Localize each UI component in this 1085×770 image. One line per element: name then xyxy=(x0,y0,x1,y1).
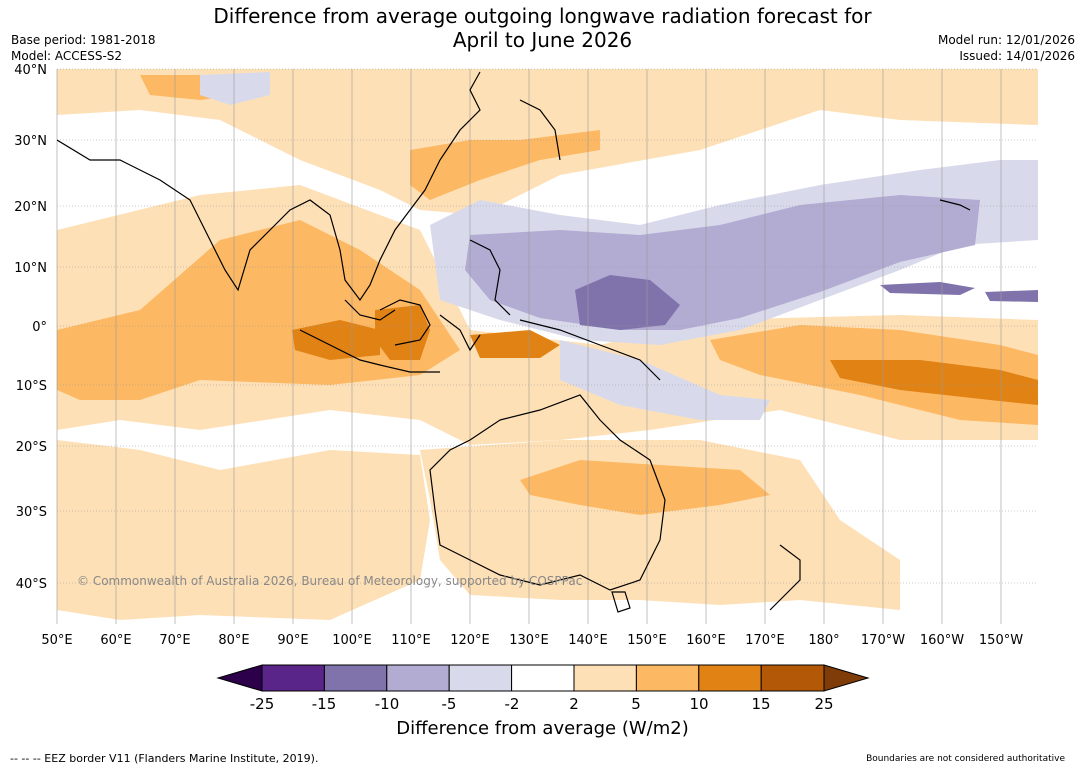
model-run: Model run: 12/01/2026 xyxy=(937,33,1075,47)
lon-label: 60°E xyxy=(100,633,131,648)
colorbar-swatch xyxy=(635,664,700,692)
colorbar-swatch xyxy=(511,664,575,692)
anomaly-field xyxy=(57,69,1038,624)
lon-label: 120°E xyxy=(450,633,490,648)
lon-label: 150°E xyxy=(627,633,667,648)
colorbar-ticks: -25 -15 -10 -5 -2 2 5 10 15 25 xyxy=(250,695,834,713)
colorbar-swatch xyxy=(323,664,388,692)
lon-labels: 50°E 60°E 70°E 80°E 90°E 100°E 110°E 120… xyxy=(41,633,1023,648)
colorbar-under-arrow xyxy=(216,664,263,692)
colorbar-tick: 5 xyxy=(631,695,641,713)
colorbar-swatch xyxy=(448,664,513,692)
lon-label: 160°E xyxy=(686,633,726,648)
colorbar-over-arrow xyxy=(823,664,870,692)
lon-label: 100°E xyxy=(332,633,372,648)
eez-note: -- -- -- EEZ border V11 (Flanders Marine… xyxy=(10,752,319,765)
colorbar-tick: 2 xyxy=(569,695,579,713)
meta-right: Model run: 12/01/2026 Issued: 14/01/2026 xyxy=(938,32,1075,64)
colorbar-swatch xyxy=(698,664,762,692)
colorbar-swatch xyxy=(261,664,325,692)
colorbar-tick: -15 xyxy=(312,695,337,713)
model-name: Model: ACCESS-S2 xyxy=(11,49,123,63)
copyright-notice: © Commonwealth of Australia 2026, Bureau… xyxy=(77,574,583,588)
lon-label: 160°W xyxy=(920,633,964,648)
lon-label: 80°E xyxy=(218,633,249,648)
lon-label: 50°E xyxy=(41,633,72,648)
colorbar-tick: -10 xyxy=(375,695,400,713)
lon-label: 70°E xyxy=(159,633,190,648)
lon-label: 130°E xyxy=(509,633,549,648)
colorbar-tick: 10 xyxy=(689,695,708,713)
lat-label: 20°S xyxy=(16,440,47,455)
colorbar-tick: 15 xyxy=(751,695,770,713)
lon-label: 170°W xyxy=(861,633,905,648)
lon-label: 150°W xyxy=(979,633,1023,648)
colorbar-tick: -2 xyxy=(505,695,520,713)
lat-label: 10°S xyxy=(16,379,47,394)
lon-label: 170°E xyxy=(745,633,785,648)
lat-label: 30°S xyxy=(16,505,47,520)
colorbar xyxy=(216,664,870,692)
colorbar-label: Difference from average (W/m2) xyxy=(396,718,689,739)
map-title: Difference from average outgoing longwav… xyxy=(0,4,1085,52)
colorbar-tick: 25 xyxy=(814,695,833,713)
issued-date: Issued: 14/01/2026 xyxy=(959,49,1075,63)
lon-label: 180° xyxy=(808,633,839,648)
colorbar-tick: -25 xyxy=(250,695,275,713)
lat-label: 0° xyxy=(32,320,47,335)
lat-labels: 40°N 30°N 20°N 10°N 0° 10°S 20°S 30°S 40… xyxy=(14,63,47,592)
lat-label: 40°S xyxy=(16,577,47,592)
coastlines xyxy=(57,71,971,613)
lat-label: 30°N xyxy=(14,134,47,149)
lat-label: 20°N xyxy=(14,200,47,215)
title-line-2: April to June 2026 xyxy=(452,28,633,52)
lon-label: 90°E xyxy=(277,633,308,648)
lon-label: 110°E xyxy=(391,633,431,648)
colorbar-swatch xyxy=(386,664,450,692)
meta-left: Base period: 1981-2018 Model: ACCESS-S2 xyxy=(11,32,156,64)
boundary-disclaimer: Boundaries are not considered authoritat… xyxy=(866,754,1065,764)
title-line-1: Difference from average outgoing longwav… xyxy=(213,4,872,28)
lat-label: 10°N xyxy=(14,261,47,276)
lat-label: 40°N xyxy=(14,63,47,78)
lon-label: 140°E xyxy=(568,633,608,648)
colorbar-swatch xyxy=(760,664,825,692)
colorbar-swatch xyxy=(573,664,637,692)
base-period: Base period: 1981-2018 xyxy=(11,33,156,47)
colorbar-tick: -5 xyxy=(442,695,457,713)
gridlines xyxy=(56,68,1038,624)
